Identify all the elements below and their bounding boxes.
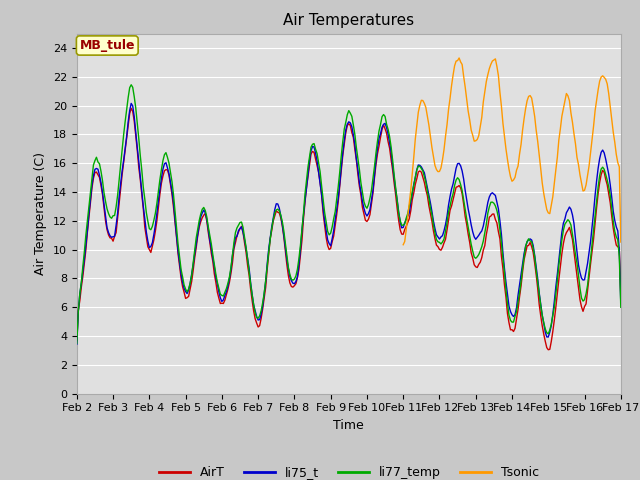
Title: Air Temperatures: Air Temperatures: [284, 13, 414, 28]
Y-axis label: Air Temperature (C): Air Temperature (C): [35, 152, 47, 275]
Text: MB_tule: MB_tule: [79, 39, 135, 52]
X-axis label: Time: Time: [333, 419, 364, 432]
Legend: AirT, li75_t, li77_temp, Tsonic: AirT, li75_t, li77_temp, Tsonic: [154, 461, 544, 480]
